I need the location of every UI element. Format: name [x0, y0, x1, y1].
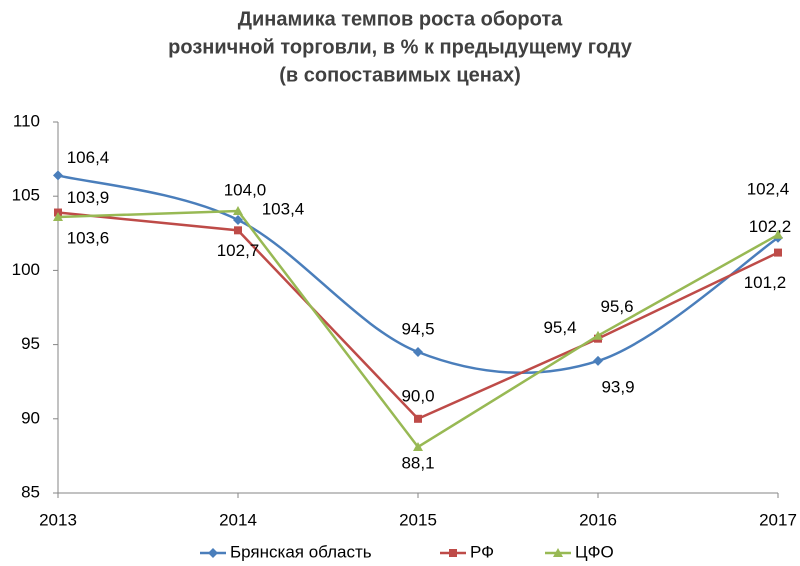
series-line	[57, 174, 779, 375]
marker	[413, 347, 423, 358]
y-tick-label: 95	[21, 334, 40, 353]
legend-label: ЦФО	[575, 542, 614, 561]
data-label: 102,2	[749, 217, 792, 236]
y-tick-label: 85	[21, 482, 40, 501]
x-tick-label: 2016	[579, 510, 617, 529]
marker	[773, 229, 783, 239]
marker	[53, 211, 63, 221]
legend-label: РФ	[470, 542, 494, 561]
x-tick-label: 2017	[759, 510, 797, 529]
marker	[593, 355, 603, 366]
data-label: 102,4	[747, 179, 790, 198]
y-tick-label: 110	[13, 111, 40, 130]
data-label: 104,0	[224, 181, 267, 200]
marker	[414, 414, 422, 423]
marker	[413, 441, 423, 451]
data-label: 88,1	[401, 453, 434, 472]
data-label: 95,4	[543, 318, 576, 337]
marker	[233, 206, 243, 216]
chart-title: Динамика темпов роста оборота	[238, 8, 563, 30]
marker	[774, 248, 782, 257]
y-tick-label: 105	[12, 186, 40, 205]
data-label: 95,6	[600, 297, 633, 316]
x-tick-label: 2014	[219, 510, 257, 529]
marker	[233, 214, 243, 225]
marker	[449, 549, 457, 557]
legend-label: Брянская область	[230, 542, 372, 561]
data-label: 101,2	[744, 273, 787, 292]
marker	[553, 548, 563, 557]
y-tick-label: 90	[21, 408, 40, 427]
data-label: 103,4	[262, 199, 305, 218]
marker	[234, 226, 242, 235]
data-label: 93,9	[601, 377, 634, 396]
chart-title: (в сопоставимых ценах)	[279, 64, 520, 86]
marker	[593, 330, 603, 340]
data-label: 94,5	[401, 320, 434, 339]
data-label: 102,7	[217, 241, 260, 260]
marker	[208, 548, 218, 558]
data-label: 103,6	[67, 228, 110, 247]
data-label: 106,4	[67, 148, 110, 167]
data-label: 103,9	[67, 188, 110, 207]
chart-title: розничной торговли, в % к предыдущему го…	[168, 36, 633, 58]
x-tick-label: 2015	[399, 510, 437, 529]
data-label: 90,0	[401, 386, 434, 405]
x-tick-label: 2013	[39, 510, 77, 529]
y-tick-label: 100	[12, 260, 40, 279]
marker	[53, 170, 63, 181]
